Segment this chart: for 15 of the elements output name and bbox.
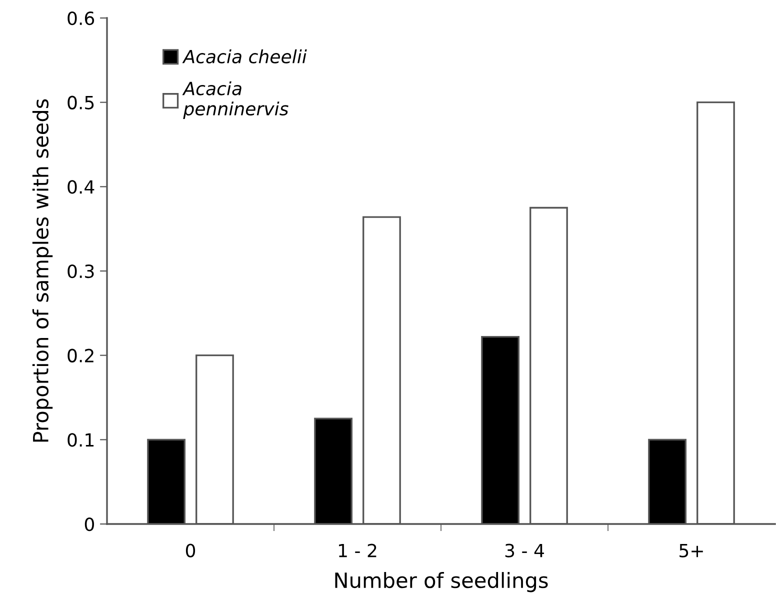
legend-label: Acacia penninervis: [182, 81, 288, 120]
legend-label: Acacia cheelii: [182, 49, 307, 64]
y-tick-label: 0.3: [68, 264, 94, 278]
x-tick-label: 5+: [680, 544, 703, 558]
y-tick-label: 0.5: [68, 96, 94, 110]
y-tick-label: 0.4: [68, 180, 94, 194]
y-tick-label: 0.1: [68, 433, 94, 447]
x-tick-label: 0: [186, 544, 196, 558]
y-tick-label: 0: [84, 517, 94, 532]
x-tick-label: 3 - 4: [505, 544, 544, 558]
y-tick-label: 0.2: [68, 348, 94, 362]
y-axis-title: Proportion of samples with seeds: [32, 99, 53, 442]
x-axis-title: Number of seedlings: [335, 572, 548, 592]
x-tick-label: 1 - 2: [339, 544, 376, 558]
y-tick-label: 0.6: [68, 11, 94, 26]
